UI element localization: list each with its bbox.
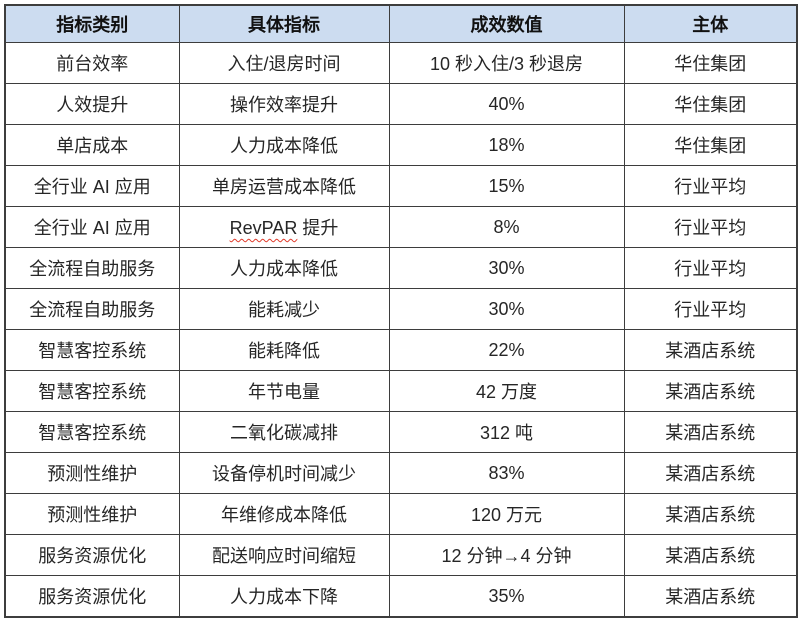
header-subject: 主体 [623,4,798,43]
table-row: 预测性维护 年维修成本降低 120 万元 某酒店系统 [4,493,798,535]
table-row: 智慧客控系统 年节电量 42 万度 某酒店系统 [4,370,798,412]
cell-indicator: 设备停机时间减少 [178,452,390,494]
cell-value: 8% [388,206,625,248]
cell-category: 全行业 AI 应用 [4,206,180,248]
cell-indicator: RevPAR 提升 [178,206,390,248]
cell-category: 智慧客控系统 [4,370,180,412]
table-row: 单店成本 人力成本降低 18% 华住集团 [4,124,798,166]
cell-category: 预测性维护 [4,452,180,494]
cell-value: 35% [388,575,625,618]
cell-value: 42 万度 [388,370,625,412]
cell-category: 全流程自助服务 [4,247,180,289]
cell-value: 15% [388,165,625,207]
table-row: 全行业 AI 应用 RevPAR 提升 8% 行业平均 [4,206,798,248]
cell-subject: 某酒店系统 [623,493,798,535]
header-category: 指标类别 [4,4,180,43]
header-indicator: 具体指标 [178,4,390,43]
cell-category: 前台效率 [4,42,180,84]
cell-subject: 某酒店系统 [623,411,798,453]
table-row: 智慧客控系统 能耗降低 22% 某酒店系统 [4,329,798,371]
cell-subject: 行业平均 [623,288,798,330]
cell-category: 服务资源优化 [4,575,180,618]
table-row: 全流程自助服务 人力成本降低 30% 行业平均 [4,247,798,289]
cell-subject: 华住集团 [623,124,798,166]
cell-indicator: 能耗降低 [178,329,390,371]
cell-category: 全流程自助服务 [4,288,180,330]
table-row: 预测性维护 设备停机时间减少 83% 某酒店系统 [4,452,798,494]
cell-indicator: 单房运营成本降低 [178,165,390,207]
table-row: 服务资源优化 配送响应时间缩短 12 分钟→4 分钟 某酒店系统 [4,534,798,576]
cell-subject: 某酒店系统 [623,575,798,618]
cell-category: 服务资源优化 [4,534,180,576]
cell-subject: 某酒店系统 [623,370,798,412]
cell-indicator: 人力成本降低 [178,124,390,166]
cell-value: 30% [388,247,625,289]
header-value: 成效数值 [388,4,625,43]
cell-category: 智慧客控系统 [4,411,180,453]
cell-indicator: 配送响应时间缩短 [178,534,390,576]
table-row: 服务资源优化 人力成本下降 35% 某酒店系统 [4,575,798,618]
cell-category: 智慧客控系统 [4,329,180,371]
misspelled-word: RevPAR [229,218,298,238]
cell-category: 人效提升 [4,83,180,125]
cell-subject: 行业平均 [623,206,798,248]
cell-indicator: 入住/退房时间 [178,42,390,84]
cell-value: 22% [388,329,625,371]
cell-indicator: 年节电量 [178,370,390,412]
cell-value: 10 秒入住/3 秒退房 [388,42,625,84]
cell-category: 全行业 AI 应用 [4,165,180,207]
cell-indicator: 人力成本下降 [178,575,390,618]
cell-value: 312 吨 [388,411,625,453]
cell-value: 83% [388,452,625,494]
metrics-table: 指标类别 具体指标 成效数值 主体 前台效率 入住/退房时间 10 秒入住/3 秒退… [4,4,798,618]
cell-subject: 某酒店系统 [623,452,798,494]
cell-category: 预测性维护 [4,493,180,535]
cell-subject: 行业平均 [623,247,798,289]
table-row: 前台效率 入住/退房时间 10 秒入住/3 秒退房 华住集团 [4,42,798,84]
metrics-table-container: 指标类别 具体指标 成效数值 主体 前台效率 入住/退房时间 10 秒入住/3 秒退… [4,4,798,618]
cell-value: 12 分钟→4 分钟 [388,534,625,576]
table-row: 人效提升 操作效率提升 40% 华住集团 [4,83,798,125]
cell-subject: 某酒店系统 [623,534,798,576]
cell-value: 120 万元 [388,493,625,535]
cell-indicator: 人力成本降低 [178,247,390,289]
cell-indicator: 能耗减少 [178,288,390,330]
cell-value: 18% [388,124,625,166]
cell-subject: 某酒店系统 [623,329,798,371]
table-row: 全行业 AI 应用 单房运营成本降低 15% 行业平均 [4,165,798,207]
cell-indicator: 二氧化碳减排 [178,411,390,453]
cell-indicator: 年维修成本降低 [178,493,390,535]
cell-subject: 华住集团 [623,83,798,125]
cell-category: 单店成本 [4,124,180,166]
cell-indicator: 操作效率提升 [178,83,390,125]
cell-subject: 行业平均 [623,165,798,207]
cell-subject: 华住集团 [623,42,798,84]
table-row: 全流程自助服务 能耗减少 30% 行业平均 [4,288,798,330]
cell-value: 40% [388,83,625,125]
table-row: 智慧客控系统 二氧化碳减排 312 吨某酒店系统 [4,411,798,453]
header-row: 指标类别 具体指标 成效数值 主体 [4,4,798,43]
cell-value: 30% [388,288,625,330]
